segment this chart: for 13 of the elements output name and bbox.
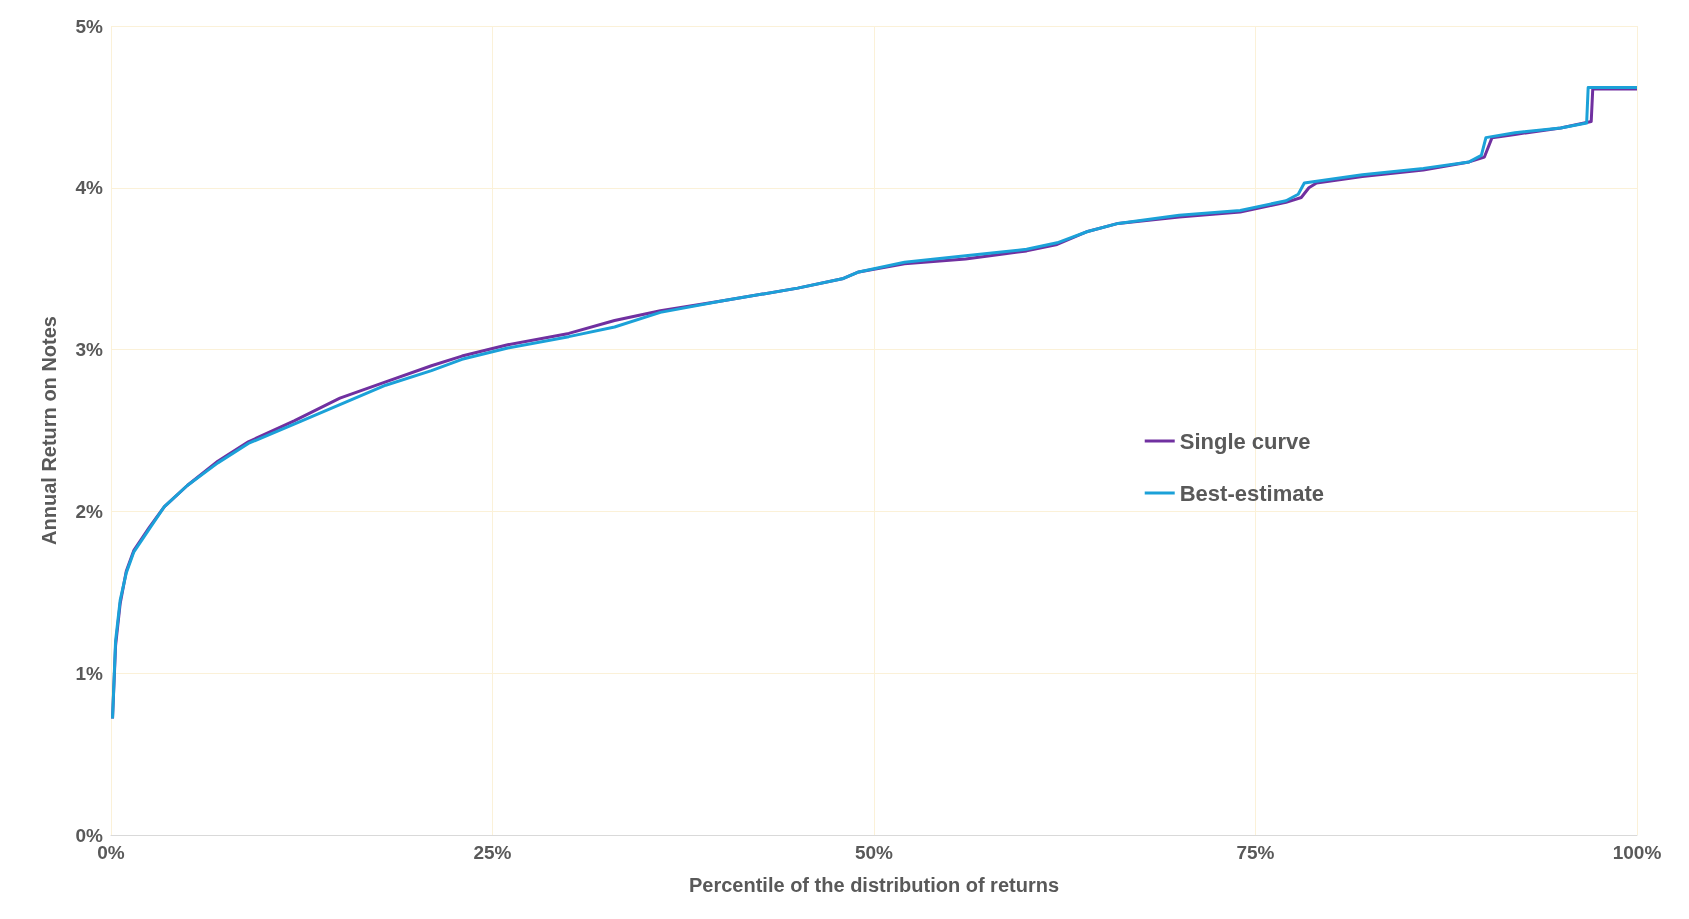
- x-tick-label: 50%: [854, 842, 894, 863]
- x-tick-label: 100%: [1612, 842, 1662, 863]
- x-tick-label: 25%: [473, 842, 512, 863]
- legend-label: Best-estimate: [1179, 480, 1324, 506]
- y-tick-label: 2%: [75, 500, 104, 522]
- x-axis-title: Percentile of the distribution of returns: [688, 874, 1060, 896]
- y-tick-label: 3%: [75, 339, 104, 361]
- y-tick-label: 5%: [75, 15, 104, 37]
- y-axis-title: Annual Return on Notes: [38, 316, 60, 545]
- y-tick-label: 1%: [75, 662, 104, 684]
- legend-label: Single curve: [1179, 428, 1311, 454]
- y-tick-label: 4%: [75, 177, 104, 199]
- x-tick-label: 75%: [1236, 842, 1275, 863]
